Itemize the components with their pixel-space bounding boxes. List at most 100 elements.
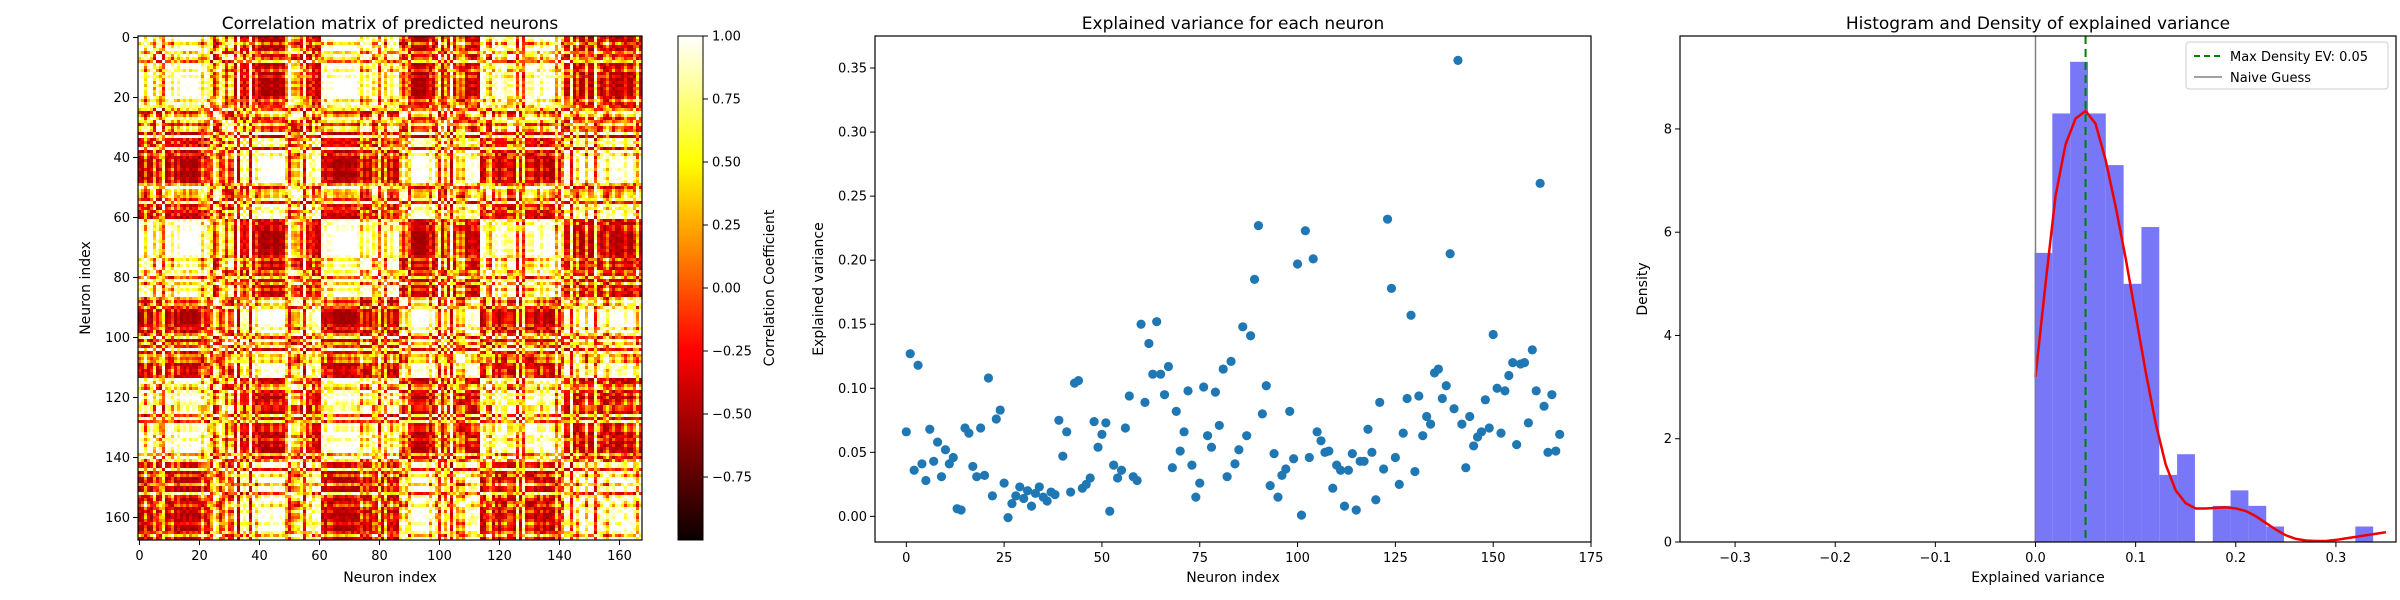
heatmap-cell	[174, 120, 178, 124]
heatmap-cell	[285, 75, 289, 79]
heatmap-cell	[246, 39, 250, 43]
heatmap-cell	[189, 87, 193, 91]
heatmap-cell	[162, 87, 166, 91]
heatmap-cell	[555, 111, 559, 115]
heatmap-cell	[252, 87, 256, 91]
heatmap-cell	[513, 108, 517, 112]
heatmap-cell	[420, 90, 424, 94]
heatmap-cell	[348, 57, 352, 61]
heatmap-cell	[582, 81, 586, 85]
heatmap-cell	[360, 42, 364, 46]
heatmap-cell	[186, 81, 190, 85]
heatmap-cell	[609, 111, 613, 115]
heatmap-cell	[150, 60, 154, 64]
heatmap-cell	[387, 39, 391, 43]
heatmap-cell	[150, 102, 154, 106]
heatmap-cell	[162, 93, 166, 97]
heatmap-cell	[174, 90, 178, 94]
heatmap-cell	[378, 60, 382, 64]
heatmap-cell	[567, 93, 571, 97]
heatmap-cell	[594, 48, 598, 52]
heatmap-cell	[204, 69, 208, 73]
heatmap-cell	[321, 99, 325, 103]
heatmap-cell	[318, 69, 322, 73]
heatmap-cell	[318, 57, 322, 61]
heatmap-cell	[240, 78, 244, 82]
heatmap-cell	[321, 111, 325, 115]
heatmap-cell	[414, 42, 418, 46]
heatmap-cell	[441, 117, 445, 121]
heatmap-cell	[384, 45, 388, 49]
heatmap-cell	[612, 96, 616, 100]
heatmap-cell	[624, 96, 628, 100]
heatmap-cell	[168, 51, 172, 55]
heatmap-cell	[327, 111, 331, 115]
heatmap-cell	[444, 36, 448, 40]
heatmap-cell	[423, 45, 427, 49]
heatmap-cell	[357, 75, 361, 79]
heatmap-cell	[555, 99, 559, 103]
heatmap-cell	[582, 75, 586, 79]
heatmap-cell	[339, 63, 343, 67]
heatmap-cell	[366, 102, 370, 106]
heatmap-cell	[375, 96, 379, 100]
heatmap-cell	[468, 120, 472, 124]
heatmap-cell	[222, 60, 226, 64]
heatmap-cell	[603, 81, 607, 85]
heatmap-cell	[306, 75, 310, 79]
heatmap-cell	[486, 102, 490, 106]
heatmap-cell	[438, 66, 442, 70]
heatmap-cell	[168, 60, 172, 64]
heatmap-cell	[312, 99, 316, 103]
heatmap-cell	[174, 48, 178, 52]
heatmap-cell	[147, 57, 151, 61]
heatmap-cell	[336, 84, 340, 88]
heatmap-cell	[465, 48, 469, 52]
heatmap-cell	[234, 69, 238, 73]
heatmap-cell	[210, 69, 214, 73]
heatmap-cell	[315, 72, 319, 76]
heatmap-cell	[327, 69, 331, 73]
heatmap-cell	[327, 72, 331, 76]
heatmap-cell	[240, 54, 244, 58]
heatmap-cell	[159, 123, 163, 127]
heatmap-cell	[510, 81, 514, 85]
heatmap-cell	[372, 39, 376, 43]
heatmap-cell	[354, 81, 358, 85]
heatmap-cell	[537, 105, 541, 109]
heatmap-cell	[186, 84, 190, 88]
heatmap-cell	[207, 81, 211, 85]
heatmap-cell	[528, 57, 532, 61]
heatmap-cell	[447, 57, 451, 61]
heatmap-cell	[486, 60, 490, 64]
heatmap-cell	[606, 96, 610, 100]
heatmap-cell	[501, 48, 505, 52]
heatmap-cell	[402, 42, 406, 46]
heatmap-cell	[375, 54, 379, 58]
heatmap-cell	[267, 81, 271, 85]
heatmap-cell	[414, 66, 418, 70]
heatmap-cell	[606, 45, 610, 49]
heatmap-cell	[405, 117, 409, 121]
heatmap-cell	[420, 45, 424, 49]
heatmap-cell	[162, 108, 166, 112]
heatmap-cell	[402, 117, 406, 121]
heatmap-cell	[555, 114, 559, 118]
heatmap-cell	[156, 45, 160, 49]
heatmap-cell	[456, 72, 460, 76]
heatmap-cell	[192, 45, 196, 49]
heatmap-cell	[618, 36, 622, 40]
heatmap-cell	[297, 39, 301, 43]
heatmap-cell	[297, 54, 301, 58]
heatmap-cell	[297, 108, 301, 112]
heatmap-cell	[588, 84, 592, 88]
heatmap-cell	[243, 60, 247, 64]
heatmap-cell	[402, 45, 406, 49]
heatmap-cell	[618, 78, 622, 82]
heatmap-cell	[429, 105, 433, 109]
heatmap-cell	[600, 120, 604, 124]
heatmap-cell	[501, 57, 505, 61]
heatmap-cell	[579, 105, 583, 109]
heatmap-cell	[426, 39, 430, 43]
heatmap-cell	[408, 123, 412, 127]
